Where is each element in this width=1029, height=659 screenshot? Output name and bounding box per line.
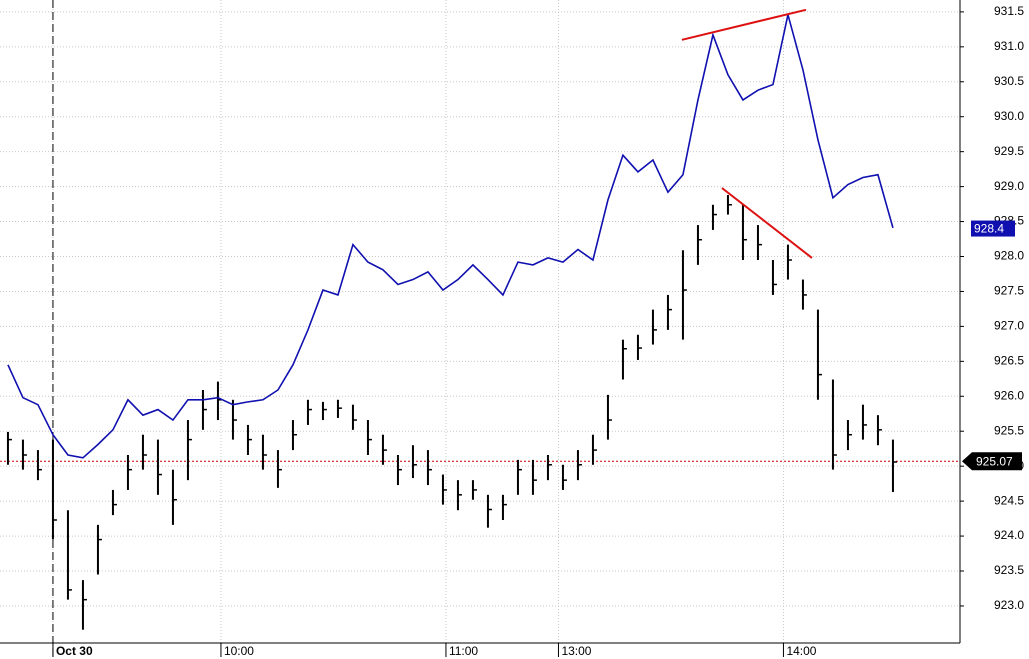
y-tick-label: 928.0 [994,249,1024,263]
y-tick-label: 926.0 [994,388,1024,402]
y-tick-label: 925.5 [994,423,1024,437]
last-price-box [962,452,1022,471]
y-tick-label: 931.5 [994,4,1024,18]
x-tick-label: 14:00 [786,644,816,658]
y-tick-label: 923.5 [994,563,1024,577]
y-tick-label: 930.5 [994,74,1024,88]
y-tick-label: 929.5 [994,144,1024,158]
y-tick-label: 929.0 [994,179,1024,193]
y-tick-label: 926.5 [994,354,1024,368]
x-tick-label: 11:00 [449,644,478,658]
y-tick-label: 924.0 [994,528,1024,542]
trendline [681,8,807,41]
x-tick-label: 13:00 [561,644,591,658]
last-price-label: 925.07 [976,454,1013,468]
y-tick-label: 931.0 [994,39,1024,53]
x-tick-label: Oct 30 [56,644,93,658]
y-tick-label: 927.0 [994,319,1024,333]
y-tick-label: 930.0 [994,109,1024,123]
line-series [7,14,894,459]
x-tick-label: 10:00 [224,644,254,658]
y-tick-label: 924.5 [994,493,1024,507]
last-line-label: 928.4 [974,222,1004,236]
trendline [721,187,813,259]
last-line-box [971,220,1015,237]
y-tick-label: 927.5 [994,284,1024,298]
y-tick-label: 923.0 [994,598,1024,612]
